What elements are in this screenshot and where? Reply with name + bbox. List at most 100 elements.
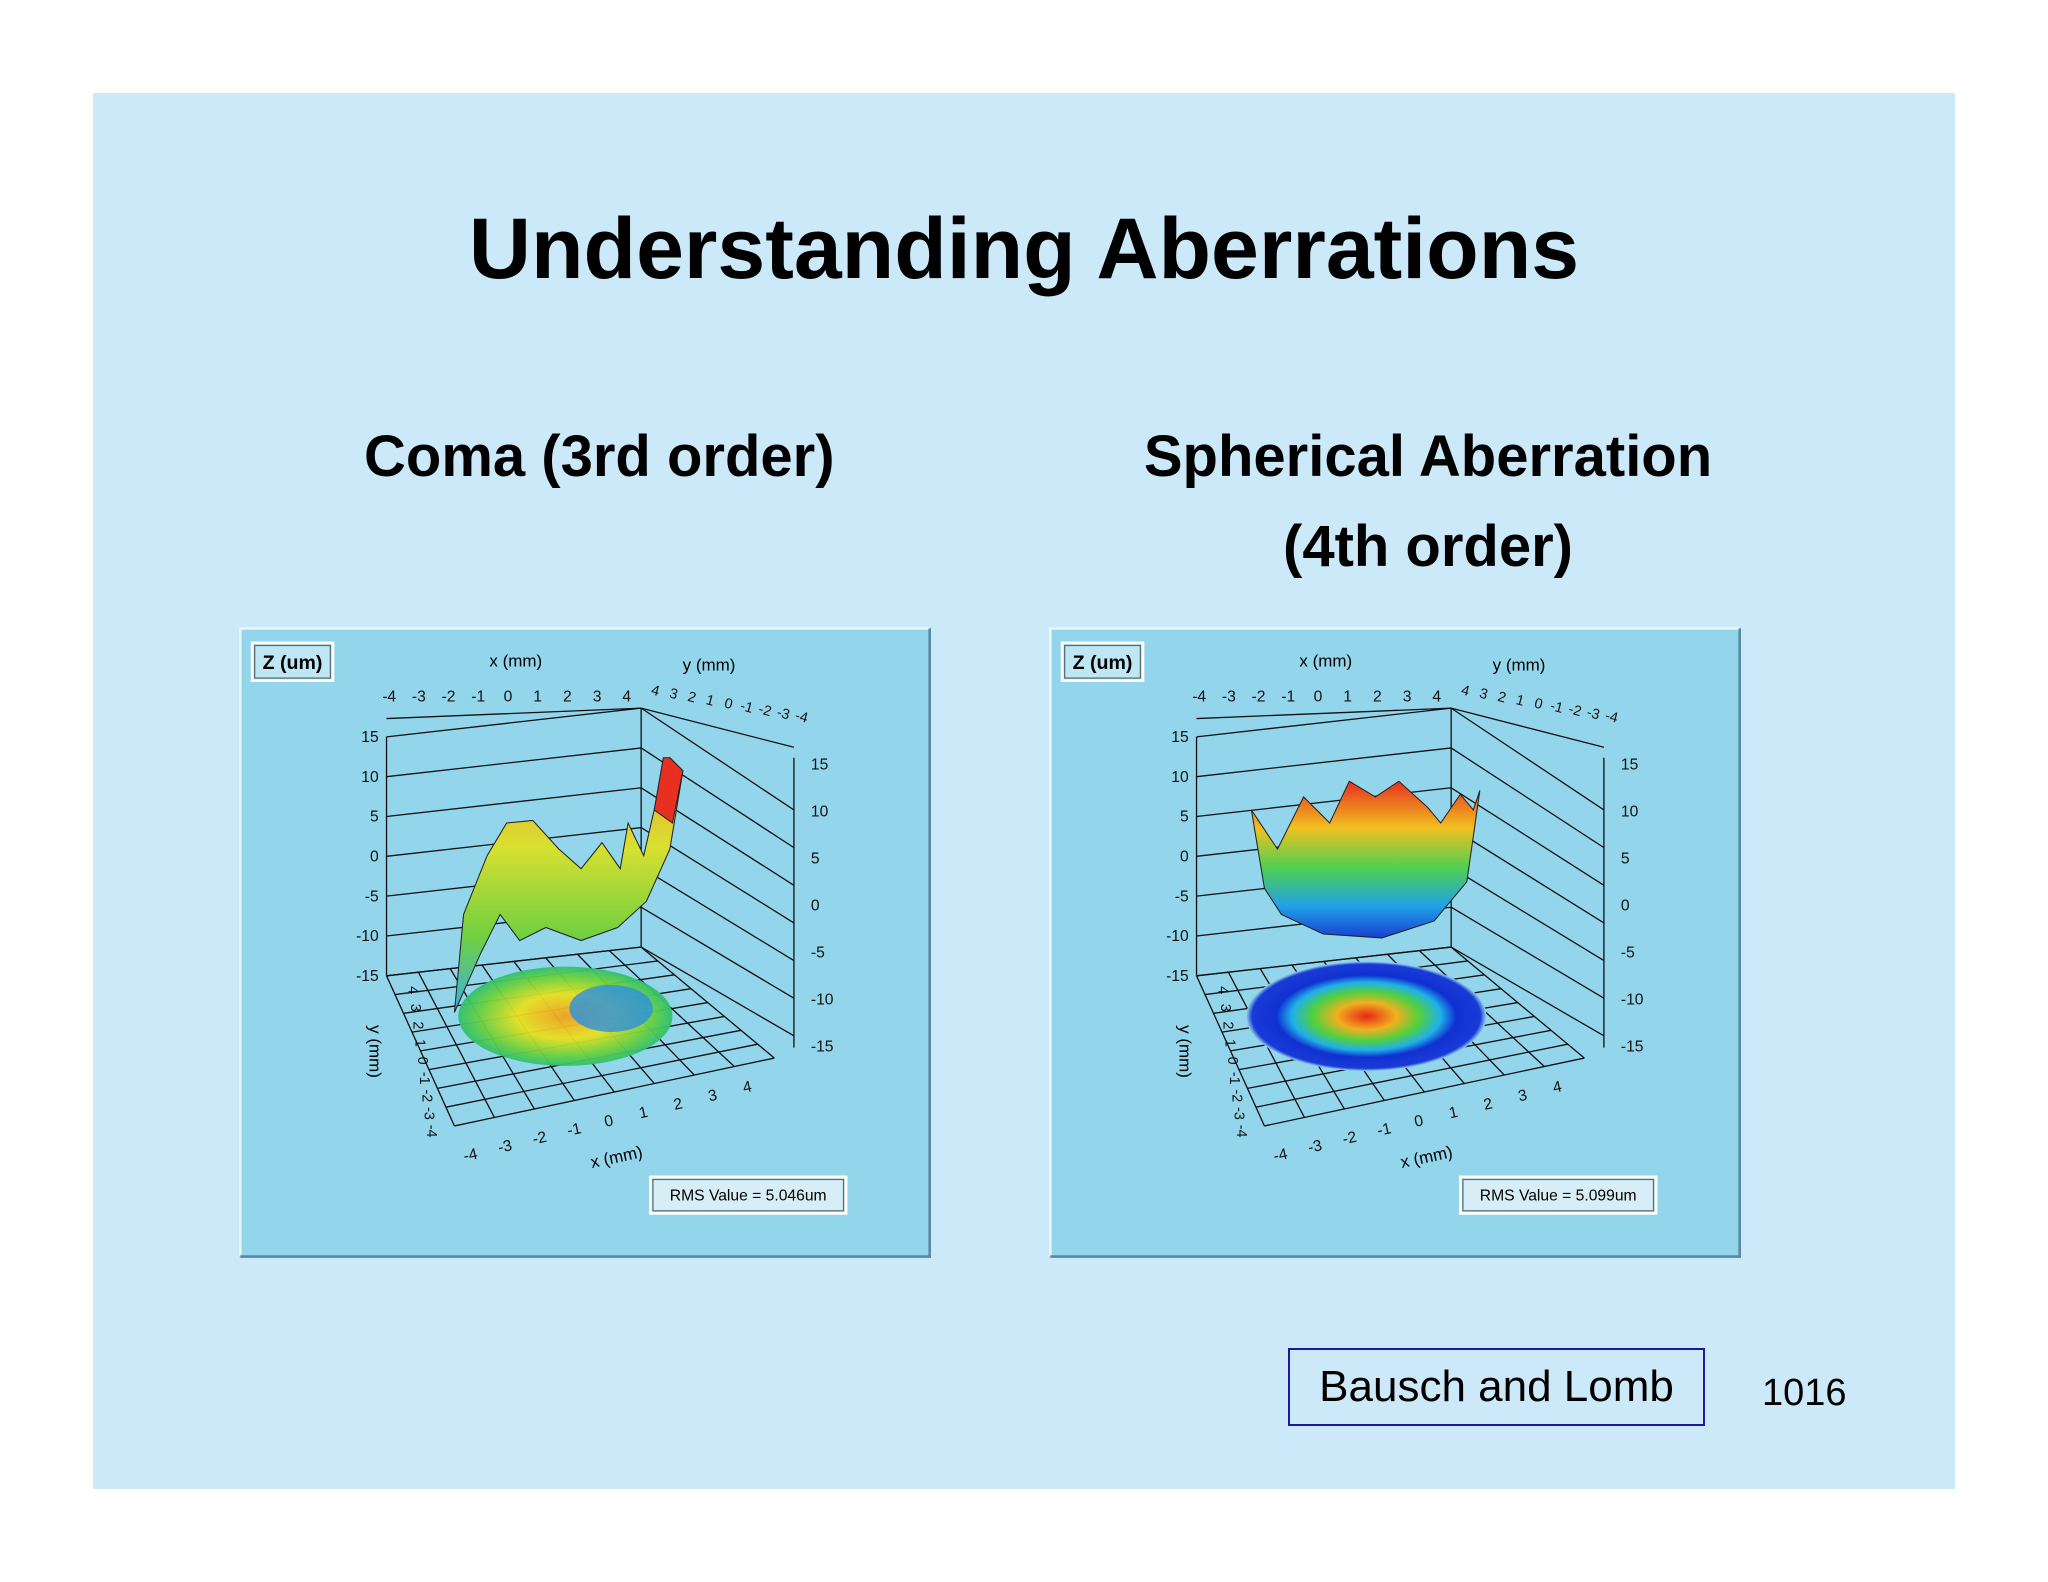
bevel-dark	[1050, 628, 1741, 1258]
wall-grid-line	[1196, 707, 1452, 738]
y-tick-label: -3	[421, 1107, 437, 1120]
y-tick-label: 1	[1514, 692, 1526, 710]
z-tick-label: -10	[1166, 928, 1189, 945]
floor-grid-line	[1264, 1057, 1585, 1127]
z-tick-label: -5	[365, 888, 379, 905]
wall-grid-line	[386, 787, 642, 818]
wall-grid-line	[640, 946, 795, 1037]
y-tick-label: -2	[418, 1090, 434, 1103]
y-tick-label: -3	[775, 705, 791, 724]
x-tick-label: 3	[593, 689, 602, 706]
z-label-inner	[254, 644, 332, 679]
x-tick-label: 3	[1403, 689, 1412, 706]
x-tick-label: 0	[603, 1112, 615, 1130]
wall-grid-line	[1450, 866, 1605, 962]
z-tick-label: 15	[1621, 757, 1639, 774]
surface-plot: Z (um) x (mm) y (mm)151510105500-5-5-10-10…	[1049, 627, 1741, 1258]
z-tick-label: 15	[1171, 729, 1189, 746]
z-tick-label: 10	[1621, 804, 1639, 821]
wall-grid-line	[640, 906, 795, 999]
axis-line	[1196, 707, 1452, 720]
wall-grid-line	[1450, 906, 1605, 999]
x-tick-label: 4	[622, 689, 631, 706]
z-tick-label: -10	[356, 928, 379, 945]
y-tick-label: 1	[704, 692, 716, 710]
floor-map	[1246, 961, 1487, 1072]
z-tick-label: 0	[370, 849, 379, 866]
floor-map-low	[569, 984, 653, 1032]
y-tick-label: -4	[423, 1125, 439, 1138]
z-label-inner	[1064, 644, 1142, 679]
page-number: 1016	[1762, 1372, 1847, 1414]
x-tick-label: 2	[563, 689, 572, 706]
x-tick-label: -2	[1341, 1129, 1358, 1149]
z-tick-label: 0	[1621, 898, 1630, 915]
y-tick-label: 4	[649, 682, 661, 700]
x-tick-label: 4	[1432, 689, 1441, 706]
bevel-dark	[240, 628, 931, 1258]
z-tick-label: -5	[1621, 945, 1635, 962]
x-tick-label: 2	[1482, 1095, 1494, 1113]
floor-grid-line	[640, 946, 775, 1059]
z-label: Z (um)	[263, 652, 323, 674]
credit-box: Bausch and Lomb	[1288, 1348, 1705, 1426]
y-axis-title: y (mm)	[683, 655, 736, 674]
wall-grid-line	[1450, 946, 1605, 1037]
wall-grid-line	[640, 866, 795, 962]
z-label-box	[1060, 641, 1145, 683]
y-tick-label: 4	[1215, 986, 1231, 994]
z-tick-label: -15	[1166, 968, 1189, 985]
wall-grid-line	[1196, 747, 1452, 778]
y-tick-label: 0	[1224, 1057, 1240, 1065]
z-tick-label: -5	[1175, 888, 1189, 905]
y-tick-label: 3	[1217, 1004, 1233, 1012]
y-tick-label: -1	[1548, 698, 1564, 717]
y-tick-label: 2	[409, 1021, 425, 1029]
x-tick-label: -4	[1272, 1146, 1289, 1166]
z-tick-label: 0	[811, 898, 820, 915]
z-tick-label: 5	[1180, 809, 1189, 826]
floor-grid-line	[1255, 1043, 1568, 1108]
z-tick-label: -15	[811, 1039, 834, 1056]
x-tick-label: 1	[1447, 1104, 1459, 1122]
x-tick-label: 1	[637, 1104, 649, 1122]
rms-box	[648, 1175, 848, 1215]
y-tick-label: 4	[1459, 682, 1471, 700]
y-tick-label: 0	[414, 1057, 430, 1065]
y-tick-label: -3	[1585, 705, 1601, 724]
y-axis-title: y (mm)	[1176, 1025, 1195, 1078]
floor-grid-line	[1450, 946, 1585, 1059]
panel-bg	[239, 627, 931, 1258]
y-tick-label: -1	[416, 1072, 432, 1085]
wall-grid-line	[640, 707, 795, 811]
heading-line: Spherical Aberration	[1143, 424, 1713, 489]
floor-grid-line	[445, 1043, 758, 1108]
y-tick-label: -1	[738, 698, 754, 717]
heading-line: (4th order)	[1283, 514, 1573, 579]
x-tick-label: -4	[462, 1146, 479, 1166]
x-axis-title: x (mm)	[489, 651, 542, 670]
z-tick-label: 0	[1180, 849, 1189, 866]
x-tick-label: 2	[672, 1095, 684, 1113]
y-tick-label: -4	[793, 708, 809, 727]
panel-bg	[1049, 627, 1741, 1258]
y-tick-label: -4	[1233, 1125, 1249, 1138]
x-tick-label: 4	[741, 1078, 753, 1096]
x-tick-label: -2	[442, 689, 456, 706]
z-tick-label: 10	[361, 769, 379, 786]
bevel-light	[1049, 627, 1740, 1257]
y-axis-title: y (mm)	[1493, 655, 1546, 674]
surface	[1250, 780, 1481, 939]
floor-grid-line	[454, 1057, 775, 1127]
y-tick-label: 3	[407, 1004, 423, 1012]
panel-heading: Coma (3rd order)	[364, 412, 835, 502]
x-tick-label: 3	[707, 1087, 719, 1105]
x-tick-label: -3	[496, 1137, 513, 1157]
x-tick-label: -3	[1306, 1137, 1323, 1157]
z-tick-label: -10	[1621, 992, 1644, 1009]
y-tick-label: 2	[686, 689, 698, 707]
x-tick-label: -1	[566, 1120, 583, 1140]
x-tick-label: 0	[1413, 1112, 1425, 1130]
wall-grid-line	[1450, 827, 1605, 924]
x-tick-label: -3	[1222, 689, 1236, 706]
